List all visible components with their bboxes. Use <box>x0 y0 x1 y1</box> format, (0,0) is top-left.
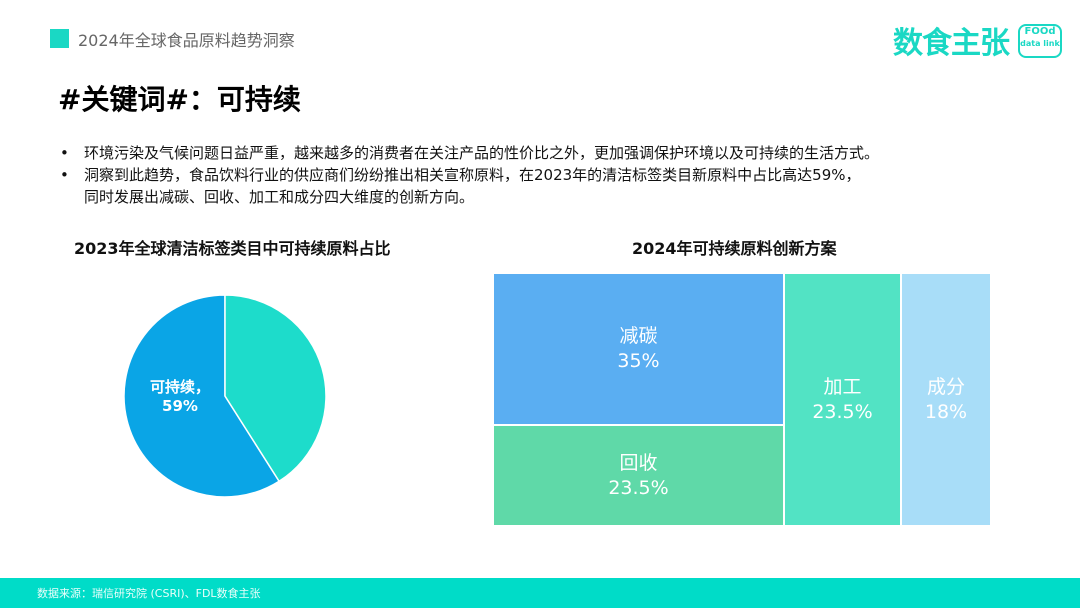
cell-label: 减碳 <box>619 325 658 347</box>
cell-label: 回收 <box>619 451 658 474</box>
cell-pct: 23.5% <box>608 476 669 499</box>
logo-text-datalink: data link <box>1020 39 1060 48</box>
bullet-2: • 洞察到此趋势，食品饮料行业的供应商们纷纷推出相关宣称原料，在2023年的清洁标… <box>60 166 861 206</box>
data-source: 数据来源：瑞信研究院 (CSRI)、FDL数食主张 <box>37 587 261 600</box>
logo-text-food: FOOd <box>1024 26 1056 37</box>
cell-label: 成分 <box>926 375 965 398</box>
treemap-cell-huishou: 回收 23.5% <box>494 426 783 525</box>
pie-slice-1 <box>224 294 327 483</box>
pie-slice-0 <box>123 294 281 498</box>
treemap-title: 2024年可持续原料创新方案 <box>632 239 837 258</box>
footer-bar <box>0 578 1080 608</box>
cell-pct: 23.5% <box>812 400 873 423</box>
treemap-cell-jiantan: 减碳 35% <box>494 274 783 424</box>
bullet-1: • 环境污染及气候问题日益严重，越来越多的消费者在关注产品的性价比之外，更加强调保… <box>60 144 880 162</box>
bullet-text: 洞察到此趋势，食品饮料行业的供应商们纷纷推出相关宣称原料，在2023年的清洁标签… <box>84 166 861 184</box>
logo-badge: FOOd data link <box>1018 24 1062 58</box>
treemap-cell-jiagong: 加工 23.5% <box>785 274 900 525</box>
pie-label-pct: 59% <box>162 397 198 415</box>
header-title: 2024年全球食品原料趋势洞察 <box>78 31 295 50</box>
logo: 数食主张 <box>893 26 1010 61</box>
bullet-text: 环境污染及气候问题日益严重，越来越多的消费者在关注产品的性价比之外，更加强调保护… <box>84 144 880 162</box>
page-title: #关键词#：可持续 <box>58 83 301 116</box>
pie-label-name: 可持续， <box>149 378 210 396</box>
cell-label: 加工 <box>823 375 862 398</box>
cell-pct: 18% <box>924 400 968 423</box>
header-square <box>50 29 69 48</box>
bullet-text: 同时发展出减碳、回收、加工和成分四大维度的创新方向。 <box>84 188 475 206</box>
cell-pct: 35% <box>617 350 660 372</box>
pie-data-label: 可持续， 59% <box>130 378 230 416</box>
pie-title: 2023年全球清洁标签类目中可持续原料占比 <box>74 239 391 258</box>
treemap-cell-chengfen: 成分 18% <box>902 274 990 525</box>
